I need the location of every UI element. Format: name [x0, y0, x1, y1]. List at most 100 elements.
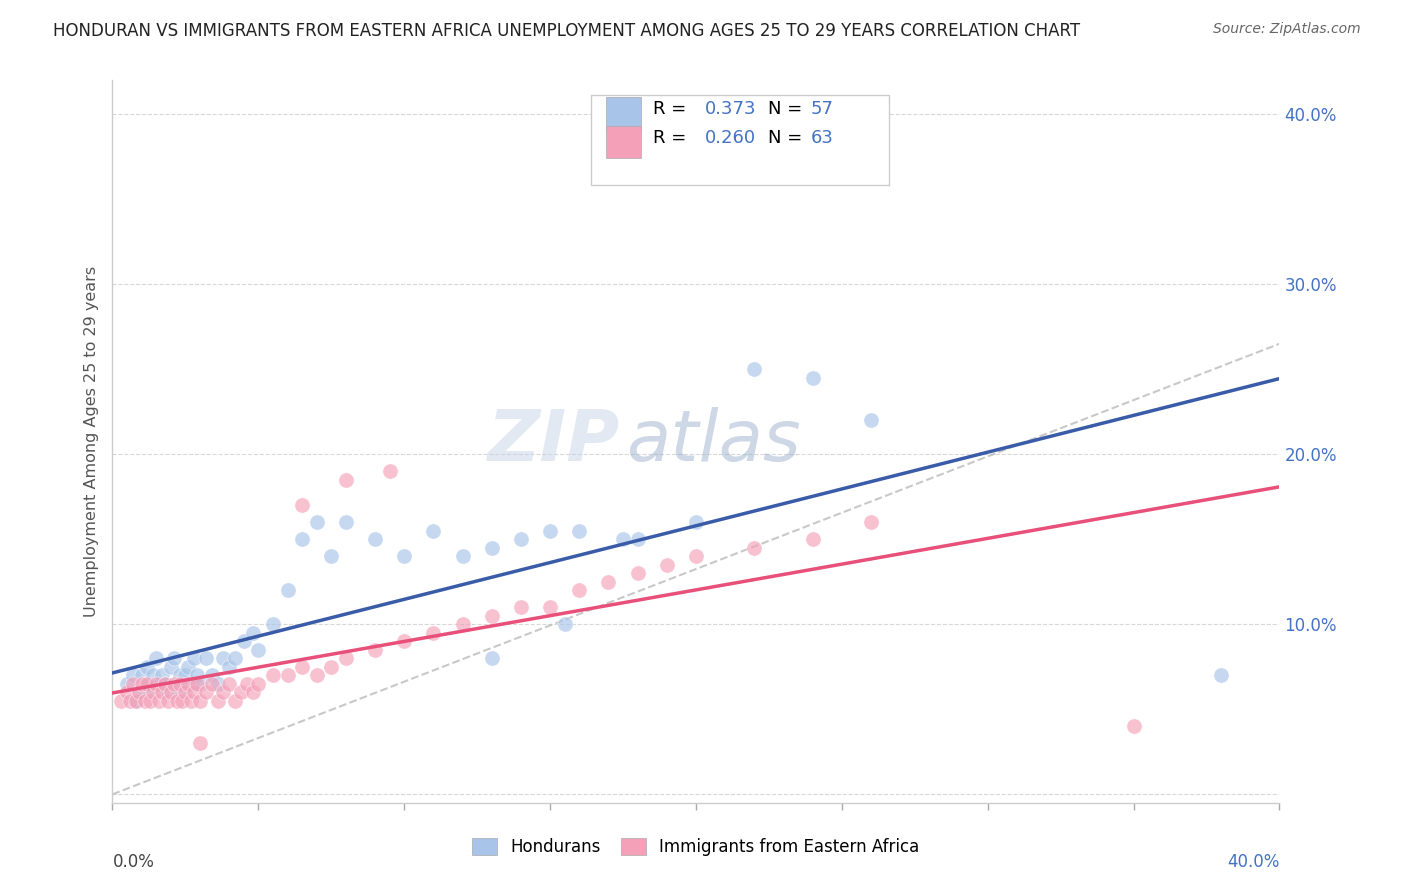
Point: [801, 371, 824, 385]
Point: [568, 583, 591, 598]
Point: [291, 498, 314, 512]
Point: [163, 651, 186, 665]
Point: [128, 685, 150, 699]
Legend: Hondurans, Immigrants from Eastern Africa: Hondurans, Immigrants from Eastern Afric…: [465, 831, 927, 863]
Point: [218, 660, 240, 674]
Point: [163, 677, 186, 691]
Text: 0.260: 0.260: [706, 129, 756, 147]
Point: [145, 677, 167, 691]
FancyBboxPatch shape: [591, 95, 889, 185]
Text: R =: R =: [652, 100, 692, 119]
Point: [142, 685, 165, 699]
Point: [177, 677, 200, 691]
Point: [321, 660, 343, 674]
Point: [115, 685, 138, 699]
Point: [801, 533, 824, 547]
Text: N =: N =: [768, 100, 808, 119]
Text: N =: N =: [768, 129, 808, 147]
Point: [183, 651, 205, 665]
Point: [212, 685, 235, 699]
Point: [422, 524, 444, 538]
Point: [378, 464, 401, 478]
Point: [247, 677, 270, 691]
Point: [224, 694, 246, 708]
Point: [177, 660, 200, 674]
Point: [180, 677, 202, 691]
Point: [538, 600, 561, 615]
FancyBboxPatch shape: [606, 126, 641, 158]
Point: [188, 694, 211, 708]
Text: atlas: atlas: [626, 407, 800, 476]
Point: [131, 668, 153, 682]
Point: [183, 685, 205, 699]
Point: [742, 362, 765, 376]
Point: [335, 516, 357, 530]
Point: [218, 677, 240, 691]
Point: [229, 685, 252, 699]
Point: [156, 694, 179, 708]
Point: [160, 660, 183, 674]
Point: [627, 533, 650, 547]
Point: [364, 533, 387, 547]
Point: [125, 694, 148, 708]
Point: [207, 694, 229, 708]
Point: [131, 677, 153, 691]
Point: [125, 694, 148, 708]
Text: 40.0%: 40.0%: [1227, 854, 1279, 871]
Point: [509, 600, 531, 615]
Point: [262, 617, 284, 632]
Point: [201, 677, 224, 691]
Point: [115, 677, 138, 691]
Point: [118, 694, 141, 708]
Text: 0.373: 0.373: [706, 100, 756, 119]
Text: 63: 63: [810, 129, 834, 147]
Point: [860, 413, 883, 427]
Point: [142, 668, 165, 682]
Point: [627, 566, 650, 581]
Point: [166, 677, 188, 691]
Point: [276, 668, 298, 682]
Point: [166, 694, 188, 708]
Point: [305, 516, 328, 530]
Point: [394, 634, 416, 648]
Point: [224, 651, 246, 665]
Point: [194, 651, 217, 665]
Point: [685, 549, 707, 564]
Point: [598, 574, 620, 589]
Point: [169, 668, 191, 682]
Text: R =: R =: [652, 129, 692, 147]
Point: [169, 677, 191, 691]
Point: [612, 533, 634, 547]
Point: [186, 677, 208, 691]
Text: 57: 57: [810, 100, 834, 119]
Point: [655, 558, 678, 572]
Point: [122, 668, 145, 682]
Point: [153, 677, 176, 691]
Point: [451, 617, 474, 632]
Point: [150, 668, 173, 682]
Point: [156, 685, 179, 699]
Point: [207, 677, 229, 691]
Point: [335, 473, 357, 487]
Point: [481, 651, 503, 665]
Point: [422, 625, 444, 640]
Point: [305, 668, 328, 682]
Point: [188, 736, 211, 750]
Point: [172, 694, 194, 708]
Point: [321, 549, 343, 564]
Point: [276, 583, 298, 598]
Point: [145, 651, 167, 665]
Point: [153, 677, 176, 691]
Point: [150, 685, 173, 699]
Point: [554, 617, 576, 632]
Point: [860, 516, 883, 530]
Point: [291, 660, 314, 674]
Point: [481, 541, 503, 555]
Point: [188, 677, 211, 691]
Point: [1209, 668, 1232, 682]
Point: [481, 608, 503, 623]
Text: Source: ZipAtlas.com: Source: ZipAtlas.com: [1213, 22, 1361, 37]
Point: [742, 541, 765, 555]
Point: [194, 685, 217, 699]
Point: [136, 677, 159, 691]
